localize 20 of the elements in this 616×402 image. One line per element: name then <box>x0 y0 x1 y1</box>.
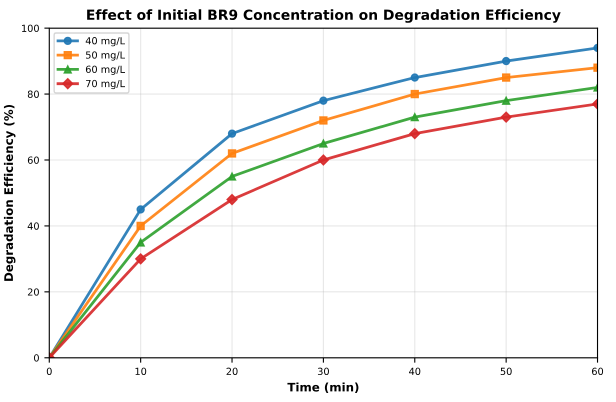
legend-label: 50 mg/L <box>86 51 125 61</box>
x-tick-label: 40 <box>409 368 420 376</box>
legend-label: 40 mg/L <box>86 37 125 46</box>
y-tick-label: 100 <box>22 24 39 32</box>
y-tick-label: 80 <box>28 90 39 98</box>
y-tick-label: 60 <box>28 156 39 164</box>
x-tick-label: 30 <box>318 368 329 376</box>
x-tick-label: 10 <box>136 368 146 376</box>
chart-title: Effect of Initial BR9 Concentration on Degradation Efficiency <box>87 9 561 23</box>
y-tick-label: 0 <box>34 354 39 362</box>
y-tick-label: 20 <box>28 288 39 296</box>
x-tick-label: 50 <box>500 368 512 376</box>
x-tick-label: 20 <box>226 368 238 376</box>
x-axis-title: Time (min) <box>287 382 358 393</box>
x-tick-label: 0 <box>46 368 52 376</box>
x-tick-label: 60 <box>592 368 604 376</box>
y-tick-label: 40 <box>28 222 39 230</box>
y-axis-title: Degradation Efficiency (%) <box>4 104 16 281</box>
legend-label: 70 mg/L <box>86 80 125 90</box>
legend-label: 60 mg/L <box>86 66 125 75</box>
